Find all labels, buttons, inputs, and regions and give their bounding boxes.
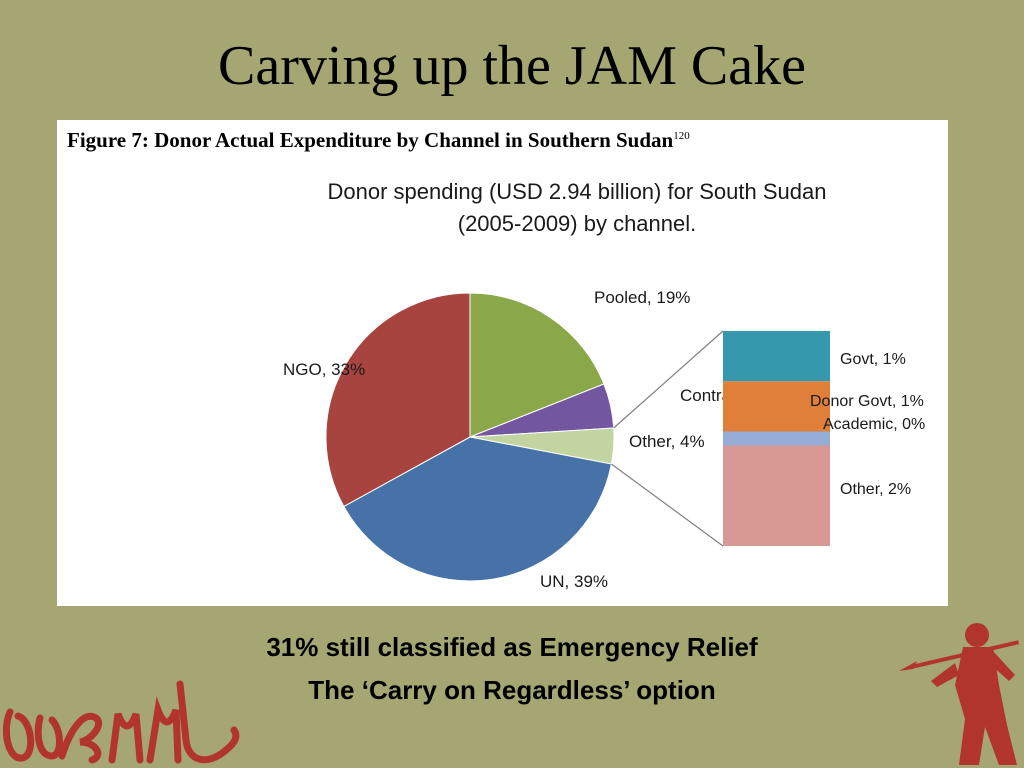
chart-title-line-1: Donor spending (USD 2.94 billion) for So… [327,179,827,204]
pie-label-pooled: Pooled, 19% [594,288,690,307]
warrior-emblem-icon [899,623,1020,765]
breakdown-label-donor-govt: Donor Govt, 1% [810,393,924,410]
pie-slice-pooled [469,292,605,438]
figure-caption-reference: 120 [673,130,690,142]
breakdown-connector-bottom [611,463,724,547]
bullet-emergency-relief: 31% still classified as Emergency Relief [266,632,758,662]
breakdown-bar-academic [723,431,830,446]
breakdown-label-other: Other, 2% [840,481,911,498]
figure-caption: Figure 7: Donor Actual Expenditure by Ch… [67,128,690,152]
slide-title: Carving up the JAM Cake [218,35,806,97]
pie-slice-un [343,436,612,582]
breakdown-connector-top [613,330,724,429]
pie-slice-ngo [325,292,471,508]
bullet-carry-on-regardless: The ‘Carry on Regardless’ option [308,675,716,705]
figure-panel: Figure 7: Donor Actual Expenditure by Ch… [57,120,948,606]
jam-logo [2,680,240,764]
breakdown-bar-other [723,445,830,546]
breakdown-label-govt: Govt, 1% [840,351,906,368]
breakdown-label-academic: Academic, 0% [823,416,925,433]
pie-chart: Pooled, 19%Contractor, 5%Other, 4%UN, 39… [283,288,925,591]
pie-label-ngo: NGO, 33% [283,360,365,379]
breakdown-bar-govt [723,331,830,382]
pie-label-other: Other, 4% [629,432,705,451]
chart-title-line-2: (2005-2009) by channel. [457,211,697,236]
breakdown-bar-donor-govt [723,381,830,432]
pie-label-un: UN, 39% [540,572,608,591]
chart-title: Donor spending (USD 2.94 billion) for So… [267,176,887,240]
